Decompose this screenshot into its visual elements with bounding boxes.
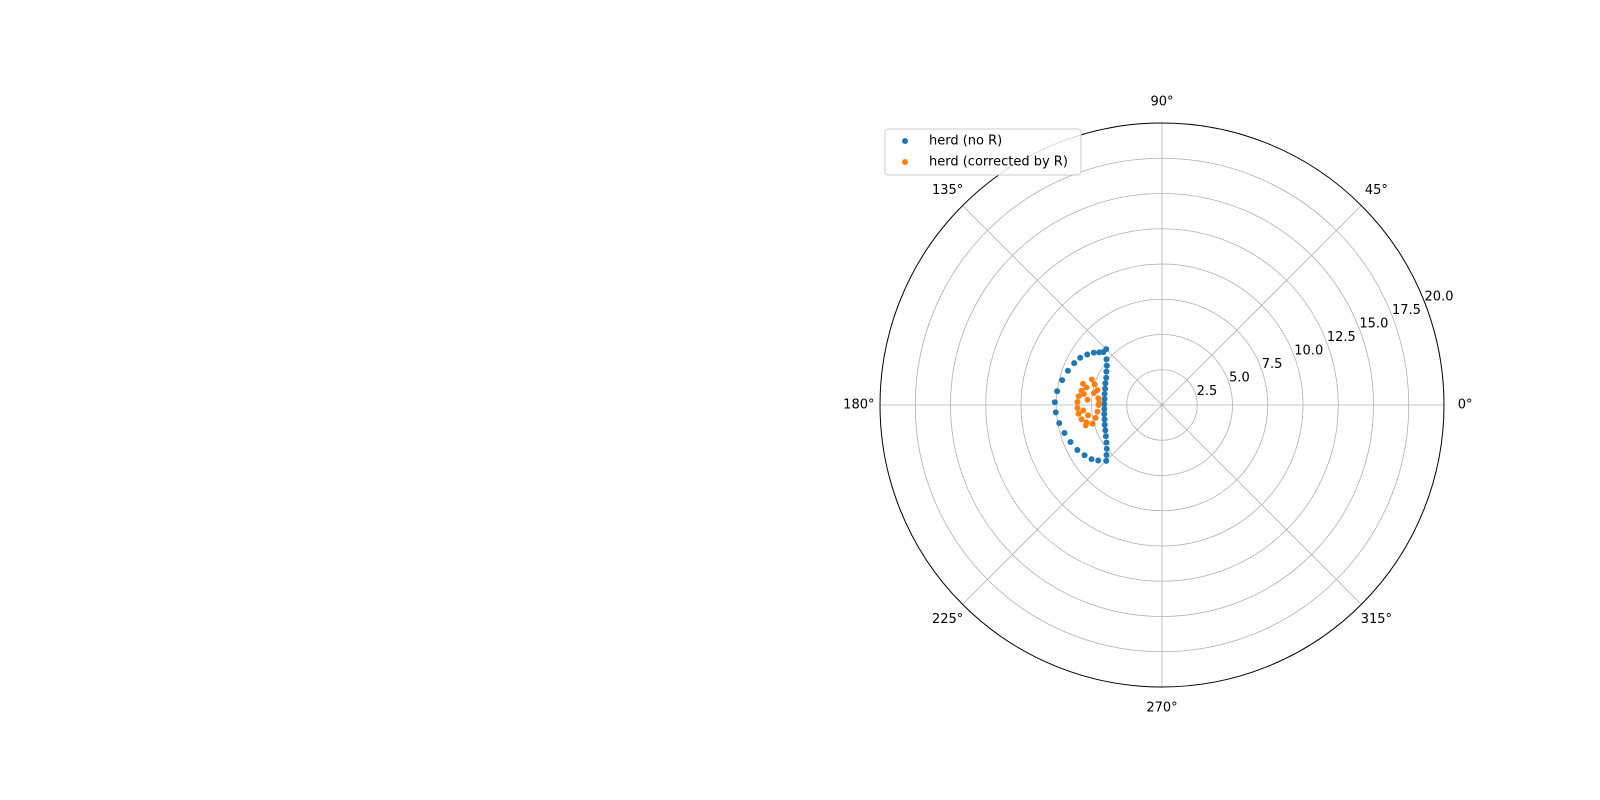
- data-point: [1077, 354, 1084, 361]
- data-point: [1102, 385, 1109, 392]
- theta-tick-label: 315°: [1361, 612, 1392, 627]
- data-point: [1080, 391, 1087, 398]
- data-point: [1103, 346, 1110, 353]
- data-point: [1090, 349, 1097, 356]
- theta-tick-label: 135°: [932, 183, 963, 198]
- data-point: [1095, 395, 1102, 402]
- data-point: [1101, 395, 1108, 402]
- polar-grid: [879, 122, 1445, 688]
- data-point: [1103, 362, 1110, 369]
- theta-tick-label: 270°: [1146, 701, 1177, 716]
- data-point: [1074, 447, 1081, 454]
- r-tick-label: 10.0: [1294, 344, 1323, 359]
- data-point: [1092, 414, 1099, 421]
- r-tick-label: 7.5: [1262, 357, 1283, 372]
- data-point: [1089, 420, 1096, 427]
- scatter-points: [1051, 346, 1110, 464]
- data-point: [1080, 407, 1087, 414]
- data-point: [1071, 360, 1078, 367]
- data-point: [1103, 374, 1110, 381]
- data-point: [1101, 406, 1108, 413]
- series-1: [1074, 376, 1103, 429]
- data-point: [1081, 452, 1088, 459]
- data-point: [1064, 367, 1071, 374]
- r-tick-label: 17.5: [1392, 303, 1421, 318]
- data-point: [1096, 399, 1103, 406]
- data-point: [1103, 452, 1110, 458]
- theta-tick-label: 90°: [1150, 94, 1173, 109]
- legend-marker: [902, 159, 908, 165]
- data-point: [1096, 349, 1103, 356]
- data-point: [1091, 381, 1098, 388]
- data-point: [1103, 439, 1110, 446]
- theta-tick-label: 225°: [932, 612, 963, 627]
- data-point: [1074, 399, 1081, 406]
- data-point: [1061, 429, 1068, 436]
- data-point: [1067, 438, 1074, 445]
- data-point: [1102, 427, 1109, 434]
- data-point: [1075, 410, 1082, 417]
- r-tick-label: 12.5: [1327, 330, 1356, 345]
- data-point: [1074, 404, 1081, 411]
- data-point: [1101, 400, 1108, 407]
- theta-tick-label: 0°: [1458, 398, 1473, 413]
- tick-labels: 0° 45° 90° 135° 180° 225° 270° 315° 2.5 5.0 7.5 10.…: [843, 94, 1472, 715]
- data-point: [1051, 399, 1058, 406]
- r-tick-label: 5.0: [1229, 371, 1250, 386]
- data-point: [1078, 416, 1085, 423]
- data-point: [1103, 368, 1110, 375]
- data-point: [1056, 420, 1063, 427]
- polar-spine: [879, 122, 1445, 688]
- theta-gridline-5: [962, 404, 1163, 605]
- legend: herd (no R) herd (corrected by R): [884, 128, 1082, 176]
- theta-tick-label: 45°: [1365, 183, 1388, 198]
- theta-gridline-1: [1161, 205, 1362, 406]
- data-point: [1095, 457, 1102, 464]
- data-point: [1084, 351, 1091, 358]
- data-point: [1094, 387, 1101, 394]
- r-tick-label: 15.0: [1359, 317, 1388, 332]
- data-point: [1094, 408, 1101, 415]
- data-point: [1102, 433, 1109, 440]
- data-point: [1103, 445, 1110, 452]
- data-point: [1084, 396, 1091, 403]
- series-0: [1051, 346, 1110, 464]
- data-point: [1052, 409, 1059, 416]
- legend-marker: [902, 138, 908, 144]
- data-point: [1088, 376, 1095, 383]
- data-point: [1054, 388, 1061, 395]
- data-point: [1101, 421, 1108, 428]
- data-point: [1103, 356, 1110, 363]
- data-point: [1101, 390, 1108, 397]
- data-point: [1075, 393, 1082, 400]
- data-point: [1082, 422, 1089, 429]
- theta-gridline-3: [962, 205, 1163, 406]
- r-tick-label: 2.5: [1197, 384, 1218, 399]
- legend-frame: [884, 128, 1082, 176]
- data-point: [1101, 411, 1108, 418]
- r-tick-label: 20.0: [1425, 290, 1454, 305]
- data-point: [1080, 380, 1087, 387]
- data-point: [1102, 380, 1109, 387]
- data-point: [1085, 412, 1091, 419]
- legend-label: herd (no R): [929, 134, 1002, 149]
- data-point: [1088, 456, 1095, 463]
- data-point: [1059, 377, 1066, 384]
- data-point: [1103, 457, 1110, 464]
- theta-tick-label: 180°: [843, 398, 874, 413]
- data-point: [1101, 416, 1108, 423]
- theta-gridline-7: [1161, 404, 1362, 605]
- legend-label: herd (corrected by R): [929, 155, 1068, 170]
